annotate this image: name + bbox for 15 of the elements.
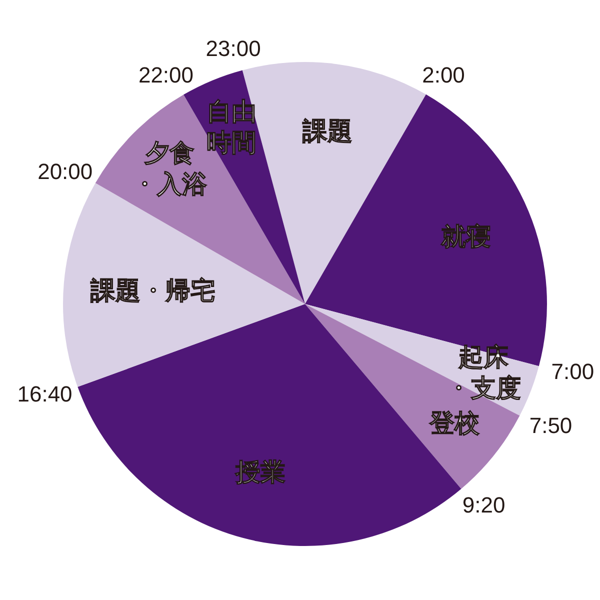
text: 22:00 <box>138 62 194 88</box>
text: 2:00 <box>422 62 465 88</box>
text: 16:40 <box>17 381 72 406</box>
slice-label: 課題・帰宅 <box>90 276 216 305</box>
text: 7:50 <box>529 412 572 438</box>
slice-label: 登校 <box>429 409 480 438</box>
slice-label: 課題 <box>302 117 353 146</box>
slice-label: 夕食・入浴 <box>132 139 208 198</box>
text: 23:00 <box>206 36 261 61</box>
slice-label: 授業 <box>235 458 286 486</box>
text: 7:00 <box>551 358 594 384</box>
slice-label: 就寝 <box>440 223 491 252</box>
pie-slice <box>305 304 520 489</box>
text: 20:00 <box>38 159 93 184</box>
text: 9:20 <box>462 492 506 518</box>
